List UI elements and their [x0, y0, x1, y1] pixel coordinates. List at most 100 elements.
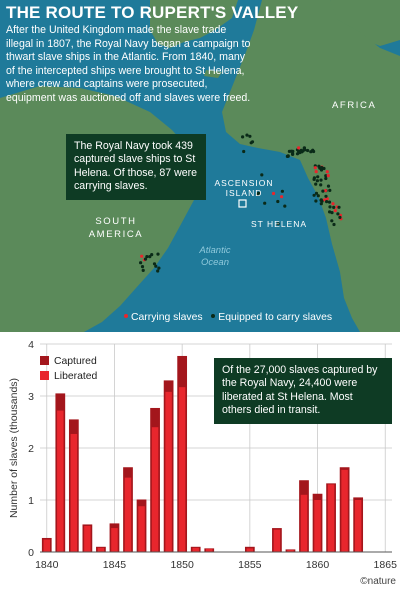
credit: ©nature	[360, 576, 396, 587]
ship-dot	[156, 252, 160, 256]
ship-dots	[139, 133, 343, 273]
ship-dot	[322, 166, 326, 171]
ship-dot	[289, 149, 293, 153]
chart-legend: Captured Liberated	[40, 354, 97, 384]
ship-dot	[326, 184, 331, 188]
africa-land	[222, 0, 400, 332]
ship-dot	[314, 199, 318, 203]
ship-dot	[324, 194, 328, 198]
ship-dot	[319, 183, 323, 187]
map-callout: The Royal Navy took 439 captured slave s…	[66, 134, 206, 200]
ship-dot	[141, 268, 145, 272]
ship-dot	[333, 209, 337, 213]
ship-dot	[336, 212, 340, 216]
y-axis-label: Number of slaves (thousands)	[8, 378, 20, 518]
ship-dot	[154, 264, 158, 268]
ship-dot	[319, 202, 323, 206]
x-tick-label: 1860	[306, 559, 330, 571]
ship-dot	[263, 201, 267, 205]
ship-dot	[276, 199, 280, 204]
equipped-dot-icon	[211, 314, 216, 318]
chart-panel: 0 1 2 3 4 1840 1845 1850 1855 1860 1865 Number of s…	[0, 332, 400, 590]
bar-liberated	[192, 547, 199, 552]
bar-liberated	[287, 549, 294, 552]
y-tick-label: 4	[28, 339, 34, 351]
bar-liberated	[151, 427, 159, 552]
bar-liberated	[314, 500, 321, 552]
ship-dot	[314, 182, 318, 186]
ship-dot	[330, 211, 334, 215]
map-panel: THE ROUTE TO RUPERT'S VALLEY After the U…	[0, 0, 400, 332]
legend-liberated: Liberated	[54, 371, 98, 382]
x-tick-label: 1855	[238, 559, 262, 571]
ship-dot	[148, 255, 152, 259]
ship-dot	[319, 178, 323, 182]
x-tick-label: 1845	[103, 559, 127, 571]
ship-dot	[140, 265, 145, 269]
map-legend: Carrying slaves Equipped to carry slaves	[124, 312, 332, 323]
ascension-label-1: ASCENSION	[214, 178, 274, 188]
ship-dot	[280, 195, 284, 199]
ship-dot	[316, 175, 320, 179]
ship-dot	[140, 254, 144, 258]
ship-dot	[256, 191, 261, 195]
ship-dot	[325, 200, 329, 204]
bar-liberated	[165, 391, 172, 552]
y-tick-label: 2	[28, 443, 34, 455]
ship-dot	[328, 210, 332, 214]
legend-carrying: Carrying slaves	[131, 312, 203, 323]
south-america-label-1: SOUTH	[95, 216, 137, 227]
liberated-swatch-icon	[40, 371, 49, 380]
intro-text: After the United Kingdom made the slave …	[6, 24, 251, 104]
ship-dot	[143, 257, 148, 261]
ship-dot	[306, 148, 310, 153]
ship-dot	[330, 219, 334, 223]
ship-dot	[326, 174, 330, 178]
ship-dot	[250, 140, 255, 144]
legend-captured: Captured	[54, 356, 97, 367]
ship-dot	[311, 148, 315, 152]
bar-liberated	[70, 433, 78, 552]
ship-dot	[337, 205, 341, 209]
ship-dot	[242, 149, 246, 154]
ship-dot	[286, 154, 290, 158]
ship-dot	[332, 205, 336, 209]
ship-dot	[324, 176, 328, 181]
ship-dot	[276, 222, 280, 226]
bar-liberated	[97, 547, 105, 552]
ship-dot	[323, 189, 328, 193]
ship-dot	[152, 262, 157, 266]
ship-dot	[297, 149, 301, 153]
bar-chart: 0 1 2 3 4 1840 1845 1850 1855 1860 1865 Number of s…	[8, 339, 398, 571]
bar-liberated	[273, 529, 281, 552]
page-title: THE ROUTE TO RUPERT'S VALLEY	[6, 3, 299, 22]
bar-liberated	[43, 539, 51, 552]
ship-dot	[145, 255, 149, 259]
ascension-label-2: ISLAND	[225, 188, 263, 198]
ship-dot	[295, 152, 300, 156]
bar-liberated	[300, 494, 308, 552]
ship-dot	[312, 193, 316, 197]
bar-liberated	[354, 500, 362, 552]
x-tick-label: 1865	[374, 559, 398, 571]
ship-dot	[260, 173, 264, 177]
ship-dot	[156, 269, 160, 273]
south-america-label-2: AMERICA	[88, 229, 144, 240]
ship-dot	[314, 191, 319, 195]
ship-dot	[325, 170, 329, 174]
bar-liberated	[138, 506, 145, 552]
ship-dot	[291, 152, 295, 156]
ship-dot	[321, 189, 325, 193]
ship-dot	[280, 189, 284, 193]
carrying-dot-icon	[124, 314, 128, 318]
bar-liberated	[124, 477, 132, 552]
ship-dot	[319, 198, 323, 202]
ship-dot	[319, 166, 323, 170]
ship-dot	[312, 177, 316, 181]
ship-dot	[283, 204, 287, 208]
bar-liberated	[327, 484, 335, 552]
ship-dot	[241, 135, 245, 139]
ship-dot	[150, 253, 154, 257]
ship-dot	[139, 261, 143, 265]
ship-dot	[301, 149, 305, 153]
